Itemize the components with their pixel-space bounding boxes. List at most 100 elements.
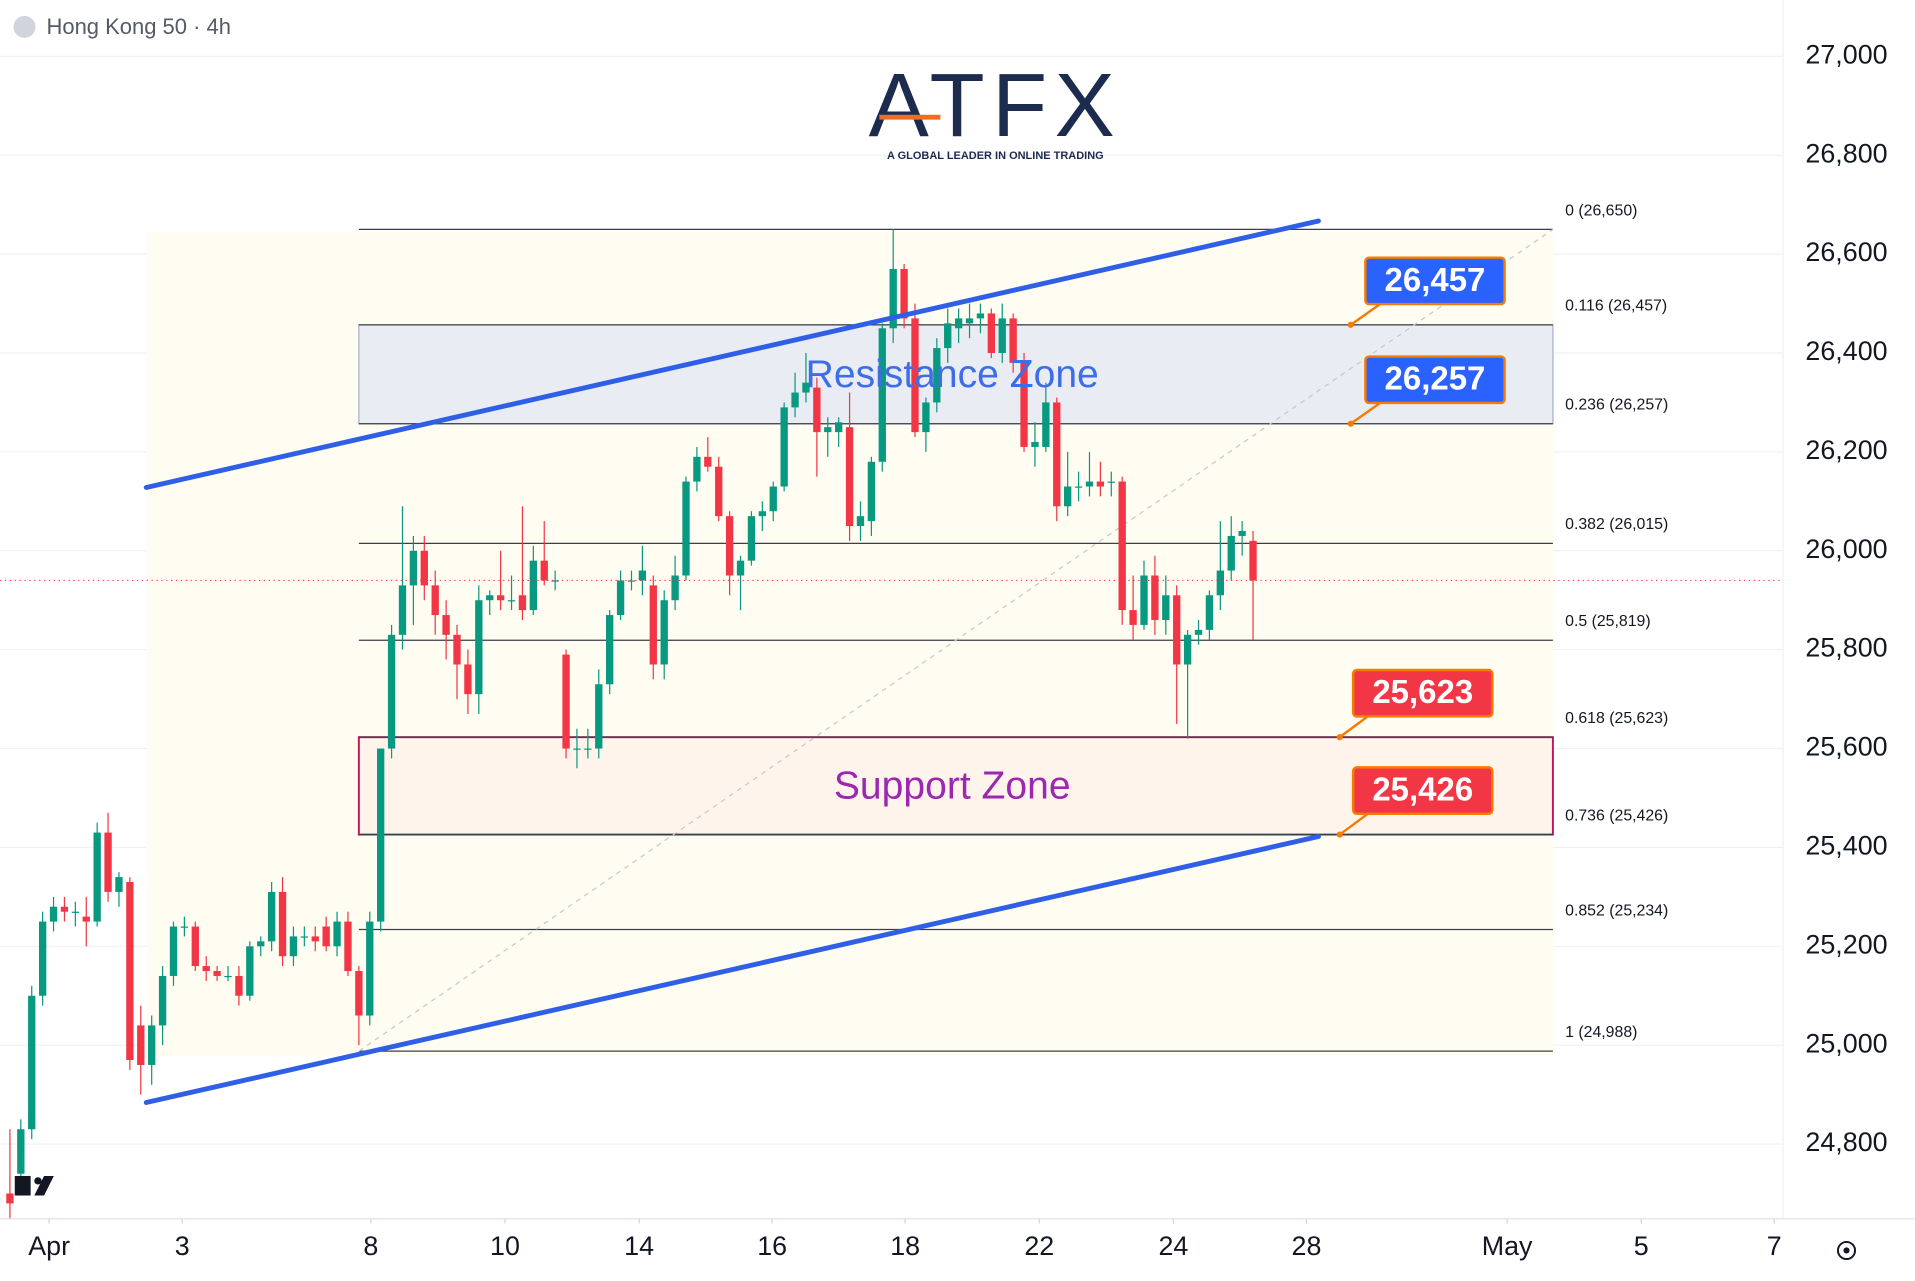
x-tick-label: 16 xyxy=(757,1231,787,1261)
fib-label: 0.382 (26,015) xyxy=(1565,516,1668,533)
settings-icon[interactable] xyxy=(1836,1240,1857,1260)
candle-body xyxy=(780,407,788,487)
candle-body xyxy=(28,995,36,1130)
candle-body xyxy=(725,516,734,576)
candle-body xyxy=(573,748,581,750)
candle-body xyxy=(355,971,363,1016)
candle-body xyxy=(1140,575,1148,625)
candle-body xyxy=(638,570,647,581)
candle-body xyxy=(1129,610,1137,625)
candle-body xyxy=(464,664,472,695)
candle-body xyxy=(322,926,330,947)
candle-body xyxy=(49,906,58,922)
price-tag-label: 25,623 xyxy=(1372,673,1473,710)
candle-body xyxy=(1064,486,1072,507)
y-tick-label: 25,600 xyxy=(1805,732,1887,762)
candle-body xyxy=(486,595,494,601)
candle-body xyxy=(496,595,505,601)
candle-body xyxy=(878,328,886,462)
candle-body xyxy=(158,975,167,1026)
candle-body xyxy=(278,891,287,957)
candle-body xyxy=(758,511,767,517)
x-tick-label: 14 xyxy=(624,1231,654,1261)
candle-body xyxy=(300,936,309,938)
y-tick-label: 25,400 xyxy=(1805,831,1887,861)
fib-label: 1 (24,988) xyxy=(1565,1024,1637,1041)
candle-body xyxy=(682,481,690,576)
price-tag xyxy=(1364,355,1506,405)
candle-body xyxy=(267,891,276,942)
candle-body xyxy=(529,560,538,611)
price-tag-anchor xyxy=(1347,321,1354,328)
price-tag-label: 26,457 xyxy=(1385,261,1486,298)
chart-title: Hong Kong 50 · 4h xyxy=(47,14,231,39)
candle-body xyxy=(6,1193,14,1204)
x-tick-label: 22 xyxy=(1024,1231,1054,1261)
candle-body xyxy=(1009,318,1017,363)
candle-body xyxy=(377,748,385,922)
candle-body xyxy=(747,516,756,561)
symbol-icon xyxy=(13,15,36,38)
candle-body xyxy=(115,877,123,892)
candle-body xyxy=(169,926,178,976)
price-tag-pointer xyxy=(1338,812,1369,836)
tv-logo xyxy=(14,1175,54,1196)
candle-body xyxy=(1183,634,1192,665)
candle-body xyxy=(616,580,625,616)
candle-body xyxy=(431,585,439,616)
y-tick-label: 25,000 xyxy=(1805,1028,1887,1058)
candle-body xyxy=(17,1129,25,1174)
x-tick-label: Apr xyxy=(28,1231,70,1261)
price-tag xyxy=(1364,256,1506,306)
candle-body xyxy=(311,936,319,942)
candle-body xyxy=(922,402,930,433)
x-tick-label: 18 xyxy=(890,1231,920,1261)
candle-body xyxy=(1096,481,1105,487)
candle-body xyxy=(540,560,548,581)
channel-line xyxy=(143,834,1321,1105)
price-tag-label: 25,426 xyxy=(1372,771,1473,808)
candle-body xyxy=(137,1025,145,1065)
candle-body xyxy=(965,318,974,324)
candle-body xyxy=(475,600,483,695)
fib-label: 0.852 (25,234) xyxy=(1565,902,1668,919)
price-tag-pointer xyxy=(1350,303,1381,326)
candle-body xyxy=(409,550,418,586)
candle-body xyxy=(1042,402,1050,447)
candle-body xyxy=(213,971,221,976)
y-tick-label: 25,800 xyxy=(1805,633,1887,663)
candle-body xyxy=(551,580,559,582)
fib-label: 0.618 (25,623) xyxy=(1565,710,1668,727)
x-tick-label: 3 xyxy=(175,1231,190,1261)
candle-body xyxy=(660,600,668,665)
x-tick-label: 5 xyxy=(1634,1231,1649,1261)
candle-body xyxy=(333,921,341,947)
candle-body xyxy=(387,634,396,749)
candle-body xyxy=(366,921,374,1016)
logo: ATFX xyxy=(869,55,1123,156)
x-tick-label: 8 xyxy=(363,1231,378,1261)
candle-body xyxy=(1151,575,1159,620)
fib-label: 0.5 (25,819) xyxy=(1565,613,1651,630)
candle-body xyxy=(704,456,712,467)
candle-body xyxy=(235,975,243,996)
candle-body xyxy=(802,382,810,393)
candle-body xyxy=(1074,486,1083,488)
price-tag-anchor xyxy=(1347,420,1354,427)
price-tag xyxy=(1351,668,1494,718)
y-tick-label: 26,400 xyxy=(1805,336,1887,366)
candle-body xyxy=(71,911,80,913)
candle-body xyxy=(224,975,232,978)
settings-icon-center xyxy=(1843,1247,1850,1254)
candle-body xyxy=(1020,362,1028,447)
candle-body xyxy=(1085,481,1094,487)
zone-label: Resistance Zone xyxy=(806,353,1099,396)
candle-body xyxy=(1107,481,1115,483)
candle-body xyxy=(1249,540,1257,581)
candle-body xyxy=(442,615,450,635)
candle-body xyxy=(60,906,69,912)
candle-body xyxy=(126,882,134,1061)
candle-body xyxy=(1238,530,1246,536)
candle-body xyxy=(148,1025,156,1065)
